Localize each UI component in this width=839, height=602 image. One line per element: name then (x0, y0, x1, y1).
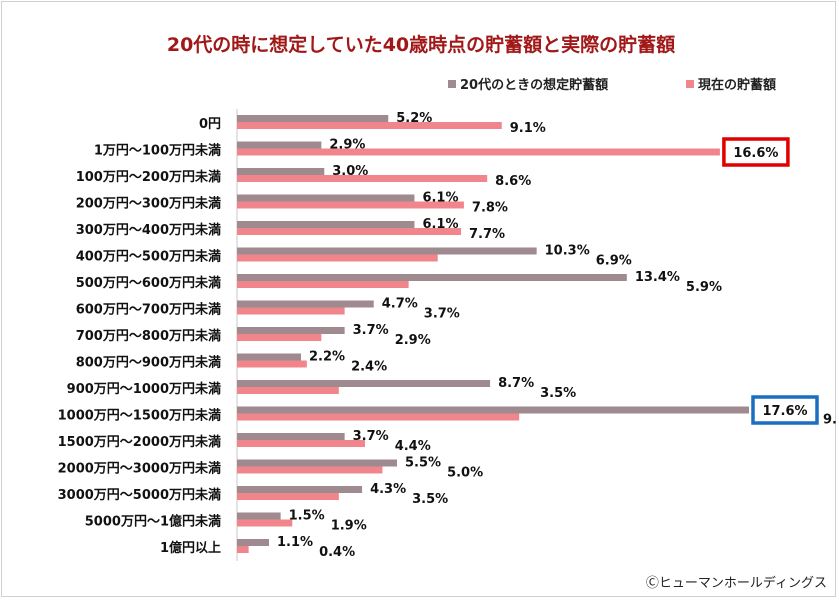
data-label: 16.6% (733, 146, 778, 161)
data-label: 6.9% (596, 254, 632, 269)
data-label: 2.2% (309, 350, 345, 365)
bar-expected (237, 433, 345, 440)
data-label: 5.0% (447, 466, 483, 481)
bar-current (237, 493, 339, 500)
bar-current (237, 360, 307, 368)
legend-label-expected: 20代のときの想定貯蓄額 (460, 77, 608, 93)
category-label: 400万円～500万円未満 (76, 249, 221, 265)
bar-current (237, 519, 293, 527)
bar-current (237, 440, 365, 447)
bar-current (237, 281, 409, 288)
data-label: 7.8% (472, 201, 508, 216)
category-label: 0円 (199, 117, 221, 132)
bar-expected (237, 380, 491, 387)
bar-expected (237, 300, 374, 308)
bar-expected (237, 353, 301, 361)
legend-swatch-expected (448, 80, 456, 88)
category-label: 100万円～200万円未満 (76, 169, 221, 185)
bar-expected (237, 539, 269, 546)
bar-expected (237, 512, 281, 520)
category-label: 1億円以上 (160, 540, 221, 556)
category-label: 900万円～1000万円未満 (67, 381, 221, 397)
data-label: 2.9% (395, 333, 431, 348)
bar-current (237, 466, 383, 474)
data-label: 4.4% (395, 439, 431, 454)
bar-expected (237, 247, 537, 255)
bar-expected (237, 327, 345, 334)
category-label: 500万円～600万円未満 (76, 275, 221, 291)
data-label: 4.7% (382, 297, 418, 312)
bar-expected (237, 459, 397, 467)
data-label: 3.7% (353, 323, 389, 338)
data-label: 13.4% (635, 270, 680, 285)
bar-current (237, 387, 339, 394)
bar-current (237, 334, 322, 341)
bar-expected (237, 141, 322, 149)
data-label: 5.9% (686, 280, 722, 295)
data-label: 0.4% (319, 545, 355, 560)
data-label: 3.5% (412, 492, 448, 507)
data-label: 9.7% (823, 413, 837, 428)
data-label: 1.1% (277, 535, 313, 550)
bar-current (237, 413, 520, 421)
bar-current (237, 307, 345, 315)
data-label: 2.4% (351, 360, 387, 375)
bar-current (237, 546, 249, 553)
data-label: 1.5% (289, 509, 325, 524)
bar-current (237, 175, 488, 182)
category-label: 5000万円～1億円未満 (85, 514, 221, 530)
bar-current (237, 122, 502, 129)
category-label: 1万円～100万円未満 (94, 143, 221, 159)
bar-expected (237, 274, 627, 281)
data-label: 3.7% (424, 307, 460, 322)
data-label: 5.5% (405, 456, 441, 471)
data-label: 7.7% (469, 227, 505, 242)
data-label: 9.1% (510, 121, 546, 136)
bar-expected (237, 406, 749, 414)
data-label: 10.3% (545, 244, 590, 259)
legend-swatch-current (686, 80, 694, 88)
category-label: 300万円～400万円未満 (76, 222, 221, 238)
bar-current (237, 228, 461, 235)
data-label: 17.6% (762, 404, 807, 419)
bar-current (237, 254, 438, 262)
category-label: 1500万円～2000万円未満 (58, 434, 221, 450)
bar-current (237, 148, 720, 156)
category-label: 700万円～800万円未満 (76, 328, 221, 344)
data-label: 1.9% (331, 519, 367, 534)
bar-current (237, 201, 464, 209)
category-label: 800万円～900万円未満 (76, 355, 221, 371)
credit: Ⓒヒューマンホールディングス (646, 575, 827, 591)
bar-expected (237, 115, 389, 122)
data-label: 8.6% (495, 174, 531, 189)
category-label: 2000万円～3000万円未満 (58, 461, 221, 477)
bar-expected (237, 194, 415, 202)
bar-expected (237, 221, 415, 228)
chart-title: 20代の時に想定していた40歳時点の貯蓄額と実際の貯蓄額 (167, 33, 675, 56)
data-label: 8.7% (498, 376, 534, 391)
category-label: 200万円～300万円未満 (76, 196, 221, 212)
legend-label-current: 現在の貯蓄額 (698, 77, 776, 93)
highlight-box (751, 395, 819, 425)
highlight-box (722, 137, 790, 167)
legend: 20代のときの想定貯蓄額 現在の貯蓄額 (448, 77, 776, 93)
data-label: 3.5% (540, 386, 576, 401)
data-label: 4.3% (370, 482, 406, 497)
category-label: 1000万円～1500万円未満 (58, 408, 221, 424)
bar-expected (237, 486, 363, 493)
category-label: 3000万円～5000万円未満 (58, 487, 221, 503)
bar-expected (237, 168, 325, 175)
category-label: 600万円～700万円未満 (76, 302, 221, 318)
